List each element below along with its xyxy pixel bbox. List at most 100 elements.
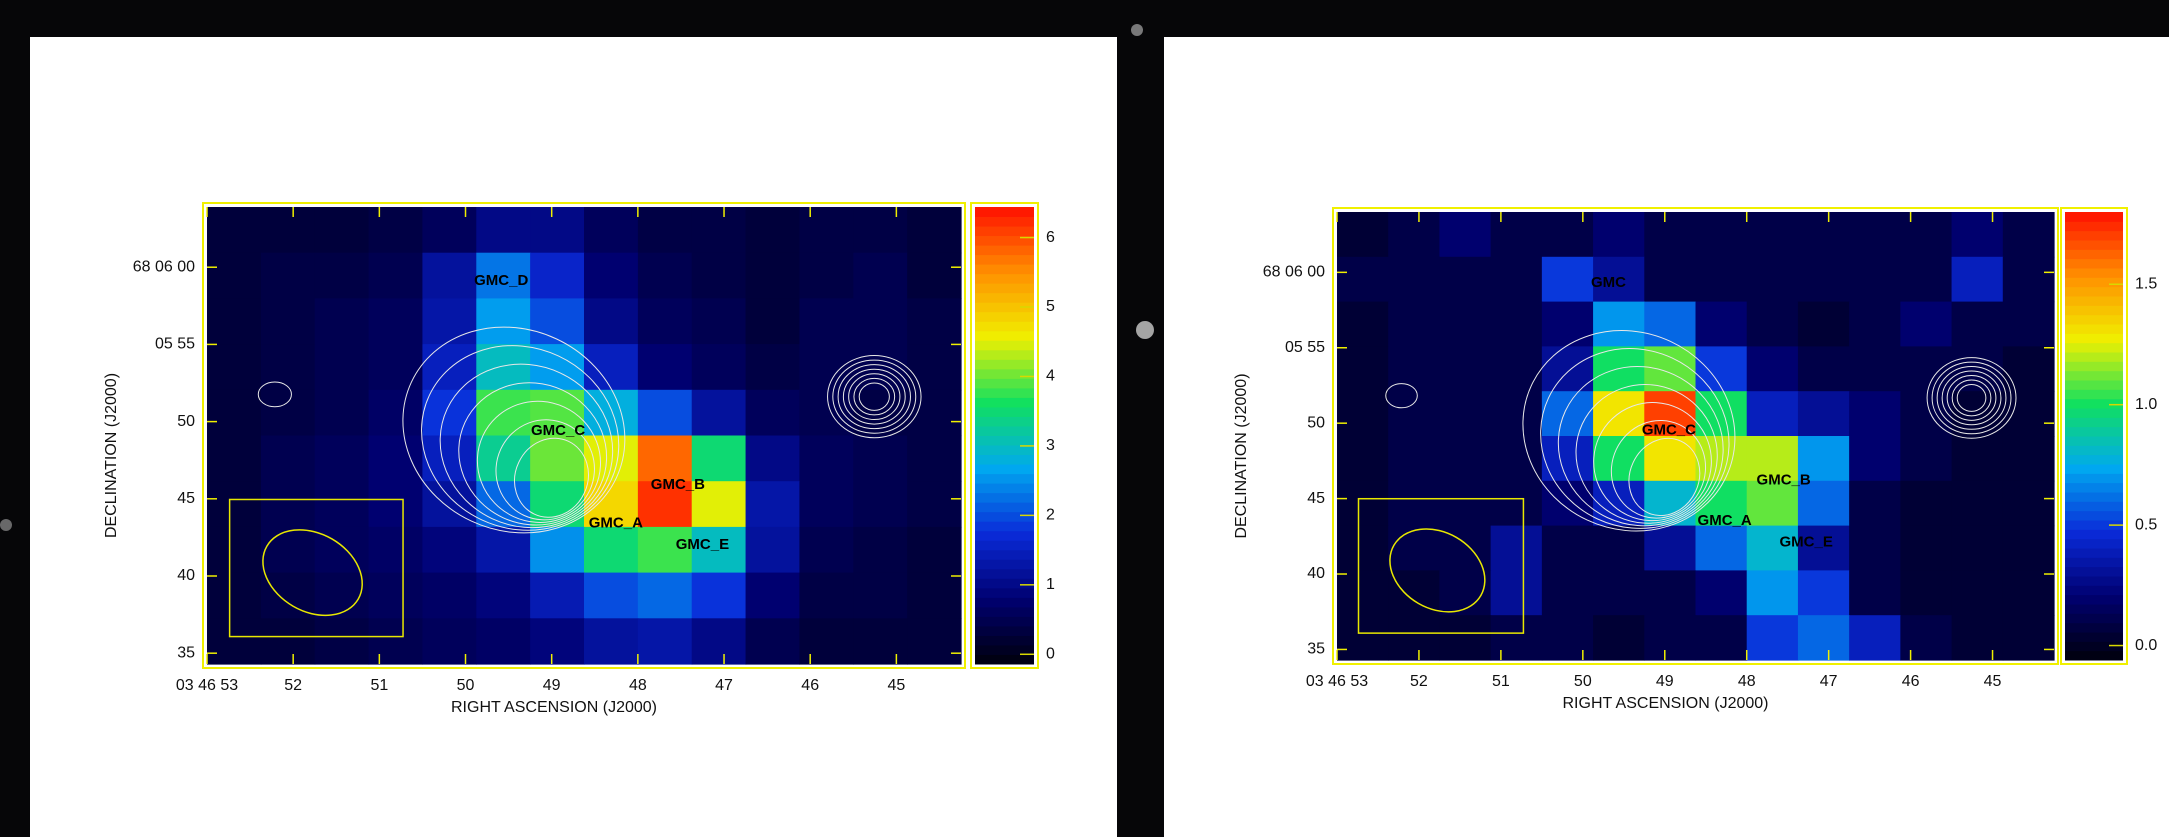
heatmap-cell xyxy=(638,436,692,482)
heatmap-cell xyxy=(315,390,369,436)
heatmap-cell xyxy=(853,527,907,573)
colorbar-step xyxy=(975,569,1034,579)
heatmap-cell xyxy=(1439,302,1491,347)
y-tick-label: 40 xyxy=(177,567,195,584)
heatmap-cell xyxy=(1849,615,1901,660)
heatmap-cell xyxy=(2003,615,2055,660)
y-axis-label: DECLINATION (J2000) xyxy=(1233,373,1250,538)
heatmap-cell xyxy=(1491,302,1543,347)
heatmap-cell xyxy=(1696,257,1748,302)
heatmap-cell xyxy=(2003,302,2055,347)
colorbar-step xyxy=(2065,576,2123,586)
colorbar-step xyxy=(975,217,1034,227)
heatmap-cell xyxy=(476,344,530,390)
star xyxy=(1136,321,1154,339)
colorbar-step xyxy=(975,502,1034,512)
heatmap-cell xyxy=(853,618,907,664)
heatmap-cell xyxy=(853,481,907,527)
heatmap-cell xyxy=(1900,257,1952,302)
colorbar-step xyxy=(975,654,1034,664)
heatmap-cell xyxy=(369,253,423,299)
heatmap-cell xyxy=(638,344,692,390)
heatmap-cell xyxy=(530,527,584,573)
heatmap-cell xyxy=(1644,257,1696,302)
heatmap-cell xyxy=(1388,346,1440,391)
colorbar-tick-label: 2 xyxy=(1046,507,1055,524)
heatmap-cell xyxy=(907,573,961,619)
x-tick-label: 51 xyxy=(1492,673,1510,690)
x-tick-label: 46 xyxy=(801,677,819,694)
heatmap-cell xyxy=(1337,570,1389,615)
heatmap-cell xyxy=(853,253,907,299)
heatmap-cell xyxy=(907,618,961,664)
heatmap-cell xyxy=(692,344,746,390)
heatmap-cell xyxy=(1439,257,1491,302)
heatmap-cell xyxy=(1337,346,1389,391)
heatmap-cell xyxy=(584,618,638,664)
x-tick-label: 48 xyxy=(1738,673,1756,690)
x-tick-label: 52 xyxy=(1410,673,1428,690)
colorbar-step xyxy=(2065,613,2123,623)
colorbar-step xyxy=(2065,623,2123,633)
heatmap-cell xyxy=(1849,257,1901,302)
heatmap-cell xyxy=(1593,391,1645,436)
heatmap-cell xyxy=(422,344,476,390)
heatmap-cell xyxy=(1491,346,1543,391)
heatmap-cell xyxy=(369,573,423,619)
heatmap-cell xyxy=(1952,615,2004,660)
heatmap-cell xyxy=(1337,257,1389,302)
heatmap-cell xyxy=(584,298,638,344)
heatmap-cell xyxy=(369,527,423,573)
colorbar-step xyxy=(2065,511,2123,521)
y-tick-label: 45 xyxy=(177,490,195,507)
heatmap-cell xyxy=(207,207,261,253)
colorbar-step xyxy=(975,378,1034,388)
y-tick-label: 05 55 xyxy=(1285,339,1325,356)
heatmap-cell xyxy=(853,298,907,344)
heatmap-cell xyxy=(1388,481,1440,526)
heatmap-cell xyxy=(1542,570,1594,615)
x-tick-label: 45 xyxy=(887,677,905,694)
heatmap-cell xyxy=(1798,391,1850,436)
annotation: GMC_E xyxy=(676,536,729,553)
heatmap-cell xyxy=(315,298,369,344)
heatmap-cell xyxy=(261,527,315,573)
colorbar-step xyxy=(2065,287,2123,297)
heatmap-cell xyxy=(1696,212,1748,257)
heatmap-cell xyxy=(1696,346,1748,391)
heatmap-cell xyxy=(422,207,476,253)
colorbar-step xyxy=(2065,632,2123,642)
colorbar-tick-label: 3 xyxy=(1046,437,1055,454)
colorbar-step xyxy=(2065,212,2123,222)
colorbar-step xyxy=(975,607,1034,617)
heatmap-cell xyxy=(369,481,423,527)
heatmap-cell xyxy=(746,253,800,299)
x-tick-label: 47 xyxy=(715,677,733,694)
colorbar-step xyxy=(2065,408,2123,418)
heatmap-cell xyxy=(1900,570,1952,615)
heatmap-cell xyxy=(422,390,476,436)
annotation: GMC_B xyxy=(651,476,705,493)
heatmap-cell xyxy=(584,573,638,619)
y-tick-label: 50 xyxy=(177,413,195,430)
heatmap-cell xyxy=(1337,526,1389,571)
heatmap-cell xyxy=(1952,302,2004,347)
colorbar-step xyxy=(975,550,1034,560)
heatmap-cell xyxy=(1644,615,1696,660)
colorbar-step xyxy=(975,464,1034,474)
heatmap-cell xyxy=(746,390,800,436)
heatmap-cell xyxy=(1747,346,1799,391)
heatmap-cell xyxy=(853,573,907,619)
heatmap-cell xyxy=(1747,570,1799,615)
heatmap-cell xyxy=(261,481,315,527)
heatmap-cell xyxy=(476,207,530,253)
heatmap-cell xyxy=(1542,302,1594,347)
heatmap-cell xyxy=(1337,615,1389,660)
heatmap-cell xyxy=(1644,526,1696,571)
heatmap-cell xyxy=(2003,212,2055,257)
heatmap-cell xyxy=(1439,346,1491,391)
heatmap-cell xyxy=(1696,615,1748,660)
heatmap-cell xyxy=(1542,526,1594,571)
y-axis-label: DECLINATION (J2000) xyxy=(103,373,120,538)
colorbar-step xyxy=(975,245,1034,255)
